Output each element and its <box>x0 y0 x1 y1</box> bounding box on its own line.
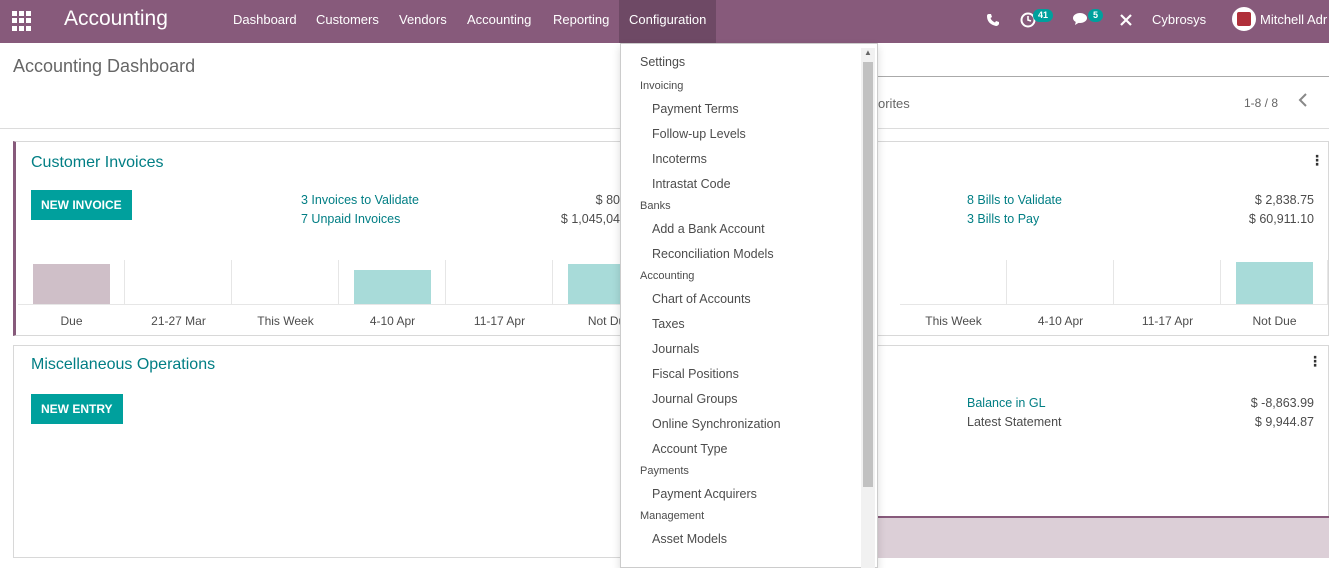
user-avatar[interactable] <box>1232 7 1256 31</box>
company-switcher[interactable]: Cybrosys <box>1152 12 1207 27</box>
graph-slot <box>18 260 125 304</box>
menu-configuration[interactable]: Configuration <box>619 0 717 43</box>
graph-slot <box>900 260 1007 304</box>
graph-slot <box>1114 260 1221 304</box>
menu-item-add-a-bank-account[interactable]: Add a Bank Account <box>652 222 765 236</box>
graph-tick-label: Not Due <box>1252 314 1297 328</box>
graph-bar[interactable] <box>354 270 431 304</box>
favorites-filter-button[interactable]: orites <box>878 96 910 111</box>
search-bar-underline <box>876 76 1329 77</box>
customer-invoices-title[interactable]: Customer Invoices <box>31 154 164 171</box>
page-title: Accounting Dashboard <box>13 56 196 76</box>
graph-slot <box>446 260 553 304</box>
menu-reporting[interactable]: Reporting <box>553 12 610 27</box>
menu-item-incoterms[interactable]: Incoterms <box>652 152 707 166</box>
menu-section-header-payments: Payments <box>640 465 689 477</box>
menu-item-payment-terms[interactable]: Payment Terms <box>652 102 739 116</box>
menu-item-chart-of-accounts[interactable]: Chart of Accounts <box>652 292 751 306</box>
bills-to-validate-amount: $ 2,838.75 <box>1254 193 1314 207</box>
unpaid-invoices-link[interactable]: 7 Unpaid Invoices <box>301 212 401 226</box>
balance-in-gl-amount: $ -8,863.99 <box>1250 396 1314 410</box>
scrollbar-thumb[interactable] <box>863 62 873 487</box>
chevron-left-icon[interactable] <box>1298 93 1308 112</box>
menu-item-settings[interactable]: Settings <box>640 55 686 69</box>
graph-slot <box>125 260 232 304</box>
latest-statement-label: Latest Statement <box>967 415 1062 429</box>
menu-accounting[interactable]: Accounting <box>467 12 532 27</box>
menu-item-follow-up-levels[interactable]: Follow-up Levels <box>652 127 746 141</box>
graph-baseline <box>18 304 660 305</box>
graph-bar[interactable] <box>33 264 110 304</box>
graph-tick-label: This Week <box>925 314 982 328</box>
messages-icon[interactable] <box>1073 0 1091 43</box>
menu-item-payment-acquirers[interactable]: Payment Acquirers <box>652 487 757 501</box>
menu-item-asset-models[interactable]: Asset Models <box>652 532 728 546</box>
graph-slot <box>1221 260 1328 304</box>
graph-slot <box>232 260 339 304</box>
menu-vendors[interactable]: Vendors <box>399 12 447 27</box>
pager-value[interactable]: 1-8 / 8 <box>1244 96 1279 110</box>
menu-item-journals[interactable]: Journals <box>652 342 700 356</box>
bills-to-pay-amount: $ 60,911.10 <box>1248 212 1314 226</box>
menu-item-online-synchronization[interactable]: Online Synchronization <box>652 417 781 431</box>
bills-to-pay-link[interactable]: 3 Bills to Pay <box>967 212 1040 226</box>
graph-bar[interactable] <box>1236 262 1313 304</box>
activity-count-badge: 41 <box>1033 9 1054 22</box>
bills-to-validate-link[interactable]: 8 Bills to Validate <box>967 193 1062 207</box>
menu-item-reconciliation-models[interactable]: Reconciliation Models <box>652 247 774 261</box>
configuration-dropdown-menu: ▲ Settings Invoicing Payment Terms Follow-u… <box>620 43 878 568</box>
top-navbar: Accounting Dashboard Customers Vendors A… <box>0 0 1329 43</box>
menu-item-intrastat-code[interactable]: Intrastat Code <box>652 177 731 191</box>
menu-item-fiscal-positions[interactable]: Fiscal Positions <box>652 367 739 381</box>
graph-slot <box>1007 260 1114 304</box>
activity-clock-icon[interactable] <box>1020 0 1036 43</box>
invoices-graph[interactable]: Due 21-27 Mar This Week 4-10 Apr 11-17 Apr No… <box>18 260 660 335</box>
phone-icon[interactable] <box>986 0 1000 43</box>
graph-tick-label: This Week <box>257 314 314 328</box>
invoices-to-validate-amount: $ 80 <box>595 193 620 207</box>
graph-tick-label: Due <box>60 314 83 328</box>
new-entry-button[interactable]: NEW ENTRY <box>31 394 123 424</box>
graph-slot <box>339 260 446 304</box>
app-brand[interactable]: Accounting <box>64 7 168 30</box>
menu-customers[interactable]: Customers <box>316 12 379 27</box>
menu-section-header-banks: Banks <box>640 200 671 212</box>
dropdown-scrollbar[interactable]: ▲ <box>861 48 875 568</box>
menu-item-taxes[interactable]: Taxes <box>652 317 685 331</box>
user-menu[interactable]: Mitchell Adr <box>1260 12 1328 27</box>
unpaid-invoices-amount: $ 1,045,04 <box>560 212 620 226</box>
menu-item-journal-groups[interactable]: Journal Groups <box>652 392 738 406</box>
bank-card-menu-icon[interactable]: ⋮ <box>1308 353 1322 369</box>
invoices-to-validate-link[interactable]: 3 Invoices to Validate <box>301 193 419 207</box>
graph-tick-label: 4-10 Apr <box>369 314 416 328</box>
menu-section-header-management: Management <box>640 510 705 522</box>
latest-statement-amount: $ 9,944.87 <box>1254 415 1314 429</box>
misc-operations-title[interactable]: Miscellaneous Operations <box>31 356 216 373</box>
balance-in-gl-link[interactable]: Balance in GL <box>967 396 1046 410</box>
vendor-card-menu-icon[interactable]: ⋮ <box>1310 152 1324 168</box>
new-invoice-button[interactable]: NEW INVOICE <box>31 190 132 220</box>
menu-section-header-accounting: Accounting <box>640 270 695 282</box>
graph-tick-label: 11-17 Apr <box>1141 314 1194 328</box>
graph-tick-label: Not Du <box>587 314 626 328</box>
bank-balance-graph[interactable] <box>878 516 1329 558</box>
messages-count-badge: 5 <box>1088 9 1104 22</box>
graph-baseline <box>900 304 1328 305</box>
menu-dashboard[interactable]: Dashboard <box>233 12 297 27</box>
bills-graph[interactable]: This Week 4-10 Apr 11-17 Apr Not Due <box>900 260 1329 335</box>
menu-item-account-type[interactable]: Account Type <box>652 442 728 456</box>
debug-tools-icon[interactable] <box>1119 0 1133 43</box>
graph-tick-label: 21-27 Mar <box>151 314 206 328</box>
apps-grid-icon[interactable] <box>12 11 32 31</box>
graph-tick-label: 4-10 Apr <box>1037 314 1084 328</box>
graph-tick-label: 11-17 Apr <box>473 314 526 328</box>
menu-section-header-invoicing: Invoicing <box>640 80 684 92</box>
scroll-up-arrow-icon[interactable]: ▲ <box>864 48 872 57</box>
